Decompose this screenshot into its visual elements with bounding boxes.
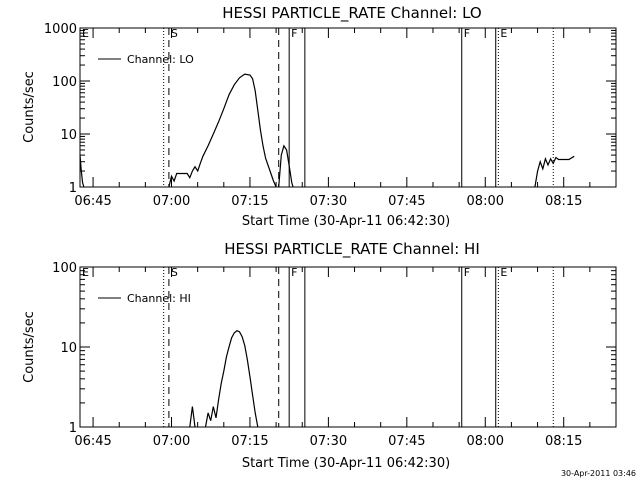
x-axis-label: Start Time (30-Apr-11 06:42:30) [242,456,450,471]
event-marker-label: S [171,27,178,40]
event-marker-label: S [171,266,178,279]
x-tick-label: 07:00 [153,194,190,209]
x-tick-label: 07:15 [231,194,268,209]
x-tick-label: 08:15 [545,434,582,449]
series-line [189,406,196,428]
x-tick-label: 08:15 [545,194,582,209]
x-tick-label: 08:00 [467,194,504,209]
series-line [79,155,85,188]
footer-timestamp: 30-Apr-2011 03:46 [561,469,636,478]
event-marker-label: F [291,266,297,279]
y-axis-label: Counts/sec [22,311,37,383]
event-marker-label: E [500,266,507,279]
x-tick-label: 07:00 [153,434,190,449]
plot-frame [79,266,617,428]
series-line [534,155,575,188]
x-tick-label: 07:30 [310,194,347,209]
y-tick-label: 100 [52,75,77,90]
hi-channel-panel: HESSI PARTICLE_RATE Channel: HI Counts/s… [22,240,617,471]
y-axis-label: Counts/sec [22,71,37,143]
x-tick-label: 06:45 [74,194,111,209]
x-tick-label: 07:45 [388,194,425,209]
event-marker-label: F [464,27,470,40]
y-tick-label: 10 [60,128,77,143]
legend-label: Channel: LO [127,53,194,66]
x-tick-label: 07:30 [310,434,347,449]
lo-channel-panel: HESSI PARTICLE_RATE Channel: LO Counts/s… [22,4,617,229]
plot-frame [79,27,617,188]
event-marker-label: E [82,266,89,279]
y-tick-label: 100 [52,261,77,276]
y-tick-label: 1 [69,181,77,196]
series-line [278,144,294,188]
series-line [204,330,259,428]
x-tick-label: 08:00 [467,434,504,449]
x-tick-label: 07:15 [231,434,268,449]
event-marker-label: E [500,27,507,40]
y-tick-label: 1000 [44,22,77,37]
chart-title: HESSI PARTICLE_RATE Channel: LO [222,4,481,23]
y-tick-label: 10 [60,341,77,356]
event-marker-label: E [82,27,89,40]
x-tick-label: 06:45 [74,434,111,449]
x-tick-label: 07:45 [388,434,425,449]
event-marker-label: F [291,27,297,40]
y-tick-label: 1 [69,421,77,436]
series-line [168,73,277,188]
event-marker-label: F [464,266,470,279]
legend-label: Channel: HI [127,292,191,305]
chart-title: HESSI PARTICLE_RATE Channel: HI [224,240,480,259]
x-axis-label: Start Time (30-Apr-11 06:42:30) [242,214,450,229]
